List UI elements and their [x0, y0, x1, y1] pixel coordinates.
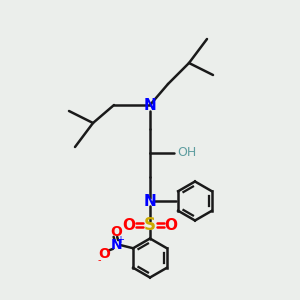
Text: +: +: [116, 235, 124, 245]
Text: OH: OH: [177, 146, 196, 160]
Text: -: -: [98, 255, 101, 265]
Text: S: S: [144, 216, 156, 234]
Text: N: N: [111, 238, 122, 252]
Text: O: O: [111, 225, 123, 239]
Text: N: N: [144, 194, 156, 208]
Text: O: O: [122, 218, 136, 232]
Text: N: N: [144, 98, 156, 112]
Text: O: O: [99, 247, 111, 261]
Text: O: O: [164, 218, 178, 232]
